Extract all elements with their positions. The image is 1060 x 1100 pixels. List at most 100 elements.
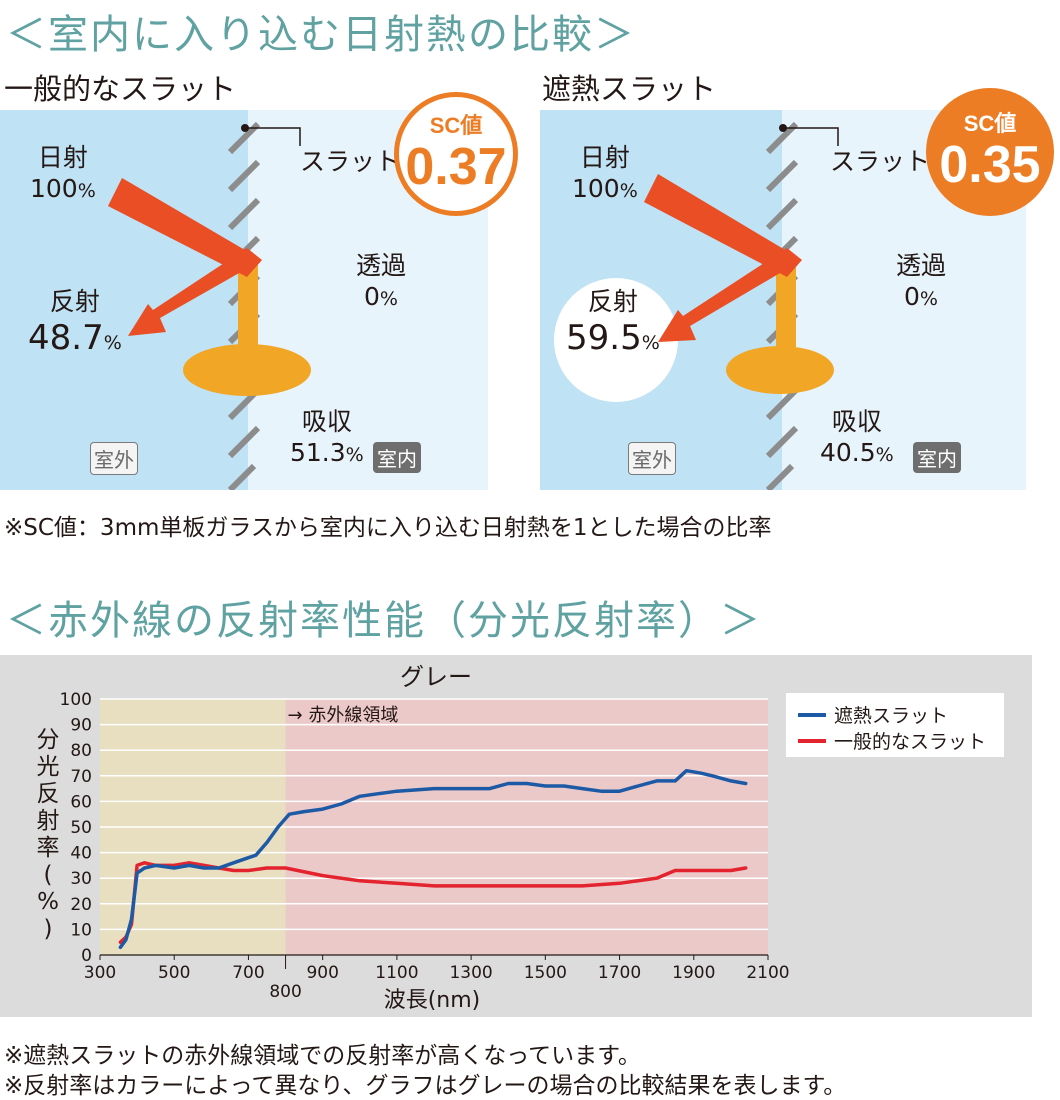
legend-label: 遮熱スラット [834,705,948,727]
x-tick-label: 700 [232,963,264,983]
transmit-percent: % [919,288,938,311]
y-tick-label: 40 [70,844,92,864]
incident-arrow [644,174,802,277]
transmit-value-row: 0% [896,281,946,312]
absorb-value: 51.3 [290,438,346,468]
y-tick-label: 100 [60,690,92,710]
transmit-title: 透過 [896,251,947,280]
absorb-percent: % [345,444,364,467]
absorb-label: 吸収 51.3% [290,406,364,469]
x-tick-label: 300 [84,963,116,983]
slat-label: スラット [830,147,931,176]
region-label: → 赤外線領域 [288,705,399,726]
series-line [118,768,748,950]
x-tick-label: 2100 [746,963,789,983]
solar-title: 日射 [37,143,88,172]
x-tick-label: 1300 [449,963,492,983]
indoor-tag: 室内 [373,442,421,473]
right-sc-badge: SC値 0.35 [926,88,1054,216]
reflect-value-row: 59.5% [566,317,660,360]
solar-label: 日射 100% [572,142,638,205]
transmit-value: 0 [904,282,920,312]
solar-value-row: 100% [30,173,96,204]
x-axis-label: 波長(nm) [384,988,481,1013]
sc-value: 0.35 [939,136,1041,194]
y-axis-label-char: 分 [37,727,60,753]
legend-box [786,693,1004,757]
transmit-percent: % [379,288,398,311]
reflect-value-row: 48.7% [28,317,122,360]
right-diagram: スラット 日射 100% 反射 59.5% 透過 0% 吸収 40.5% 室外 … [540,110,1026,490]
y-axis-label-char: % [37,889,59,915]
absorb-value-row: 51.3% [290,437,364,468]
reflectance-chart: グレー 0 10 20 30 40 50 60 70 80 90 100 300 500 700 900 1… [37,663,1004,1013]
y-tick-label: 30 [70,869,92,889]
reflect-title: 反射 [587,287,638,316]
chart-note-1: ※遮熱スラットの赤外線領域での反射率が高くなっています。 [4,1043,641,1069]
transmit-label: 透過 0% [356,250,406,313]
y-axis-label-char: 光 [37,754,60,780]
x-tick-labels: 300 500 700 900 1100 1300 1500 1700 1900 2100 800 [84,955,790,1002]
sc-label: SC値 [429,113,483,138]
y-tick-label: 0 [81,946,92,966]
chart-panel: グレー 0 10 20 30 40 50 60 70 80 90 100 300 500 700 900 1… [0,655,1032,1017]
series-lines [118,768,748,950]
incident-arrow [108,178,262,277]
transmit-value-row: 0% [356,281,406,312]
y-axis-label-char: ) [44,916,53,942]
x-tick-label: 1700 [598,963,641,983]
solar-percent: % [77,180,96,203]
absorb-title: 吸収 [831,407,882,436]
slat-label: スラット [300,147,401,176]
chart-title: グレー [400,663,472,691]
y-tick-label: 90 [70,716,92,736]
outdoor-tag: 室外 [628,442,676,475]
absorb-stem [238,265,258,347]
chart-note-2: ※反射率はカラーによって異なり、グラフはグレーの場合の比較結果を表します。 [4,1073,847,1099]
section1-title: ＜室内に入り込む日射熱の比較＞ [6,12,636,58]
absorb-blob [726,346,834,394]
left-heading: 一般的なスラット [4,72,237,106]
absorb-title: 吸収 [301,407,352,436]
transmit-label: 透過 0% [896,250,946,313]
outdoor-tag: 室外 [90,442,138,475]
grid-lines [100,698,768,956]
solar-value: 100 [572,174,620,204]
x-tick-label: 500 [158,963,190,983]
y-tick-label: 70 [70,767,92,787]
sc-value: 0.37 [405,138,507,196]
reflect-label: 反射 48.7% [28,286,122,360]
reflect-value: 48.7 [28,318,104,359]
legend-label: 一般的なスラット [834,731,986,753]
reflect-arrow [658,248,802,342]
right-heading: 遮熱スラット [542,72,717,106]
y-axis-label-char: 射 [37,808,60,834]
absorb-stem [776,265,796,347]
sc-label: SC値 [963,111,1017,136]
solar-value: 100 [30,174,78,204]
x-tick-label: 1500 [524,963,567,983]
x-tick-label: 900 [306,963,338,983]
x-tick-label: 1100 [375,963,418,983]
y-axis-label-char: 率 [37,835,60,861]
indoor-tag: 室内 [913,442,961,473]
y-tick-label: 80 [70,741,92,761]
absorb-value: 40.5 [820,438,876,468]
reflect-percent: % [103,332,122,355]
transmit-value: 0 [364,282,380,312]
solar-label: 日射 100% [30,142,96,205]
absorb-percent: % [875,444,894,467]
reflect-percent: % [641,332,660,355]
right-diagram-svg [540,110,1026,490]
y-tick-labels: 0 10 20 30 40 50 60 70 80 90 100 [60,690,92,966]
slat-pointer-line [783,127,839,146]
reflect-label: 反射 59.5% [566,286,660,360]
y-axis-label: 分光反射率(%) [37,727,60,942]
solar-title: 日射 [579,143,630,172]
y-tick-label: 10 [70,920,92,940]
x-tick-label-extra: 800 [269,982,301,1002]
y-tick-label: 60 [70,792,92,812]
left-sc-badge: SC値 0.37 [394,92,518,216]
sc-footnote: ※SC値：3mm単板ガラスから室内に入り込む日射熱を1とした場合の比率 [4,515,772,541]
